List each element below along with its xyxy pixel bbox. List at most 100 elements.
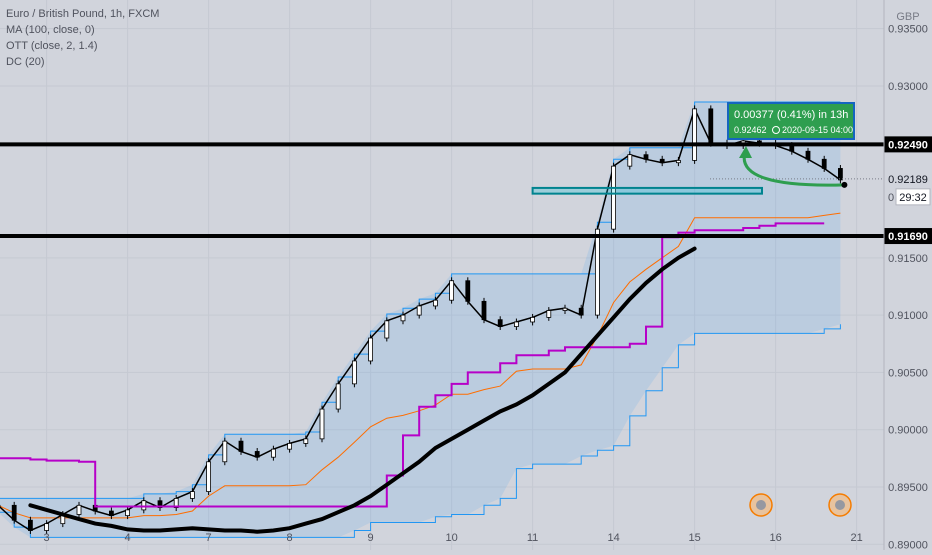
clock-icon [772, 126, 780, 134]
candle-body-7 [109, 510, 114, 517]
projection-arrowhead [739, 146, 752, 158]
candle-body-35 [562, 307, 568, 311]
candle-body-44 [708, 108, 714, 144]
partial-price-label: 0 [888, 192, 894, 204]
projection-box[interactable] [727, 102, 855, 140]
level-support-tag[interactable] [884, 228, 932, 245]
x-tick-8: 8 [287, 532, 293, 544]
candle-body-2 [27, 519, 33, 531]
price-axis-currency: GBP [896, 11, 919, 23]
level-resistance-tag[interactable] [884, 136, 932, 153]
candle-body-27 [432, 299, 438, 307]
y-tick-0.89500: 0.89500 [888, 482, 928, 494]
y-tick-0.90500: 0.90500 [888, 367, 928, 379]
candle-body-50 [805, 150, 811, 160]
x-tick-16: 16 [769, 532, 781, 544]
indicator-ott[interactable]: OTT (close, 2, 1.4) [6, 40, 98, 52]
candle-body-41 [659, 158, 665, 164]
y-tick-0.89000: 0.89000 [888, 539, 928, 550]
candle-body-12 [189, 491, 195, 499]
ott-line [0, 222, 825, 508]
projection-line3: 2020-09-15 04:00 [782, 125, 853, 135]
y-tick-0.90000: 0.90000 [888, 425, 928, 437]
projection-line1: 0.00377 (0.41%) in 13h [734, 109, 848, 121]
candle-body-42 [676, 160, 681, 164]
candle-body-40 [643, 154, 649, 160]
current-price-label: 0.92189 [888, 174, 928, 186]
candle-body-3 [44, 523, 49, 531]
candle-body-31 [497, 319, 503, 327]
level-resistance-label: 0.92490 [888, 139, 928, 151]
indicator-dc[interactable]: DC (20) [6, 56, 45, 68]
indicator-lines [0, 222, 825, 534]
x-tick-21: 21 [850, 532, 862, 544]
indicator-ma[interactable]: MA (100, close, 0) [6, 24, 95, 36]
projection-tool[interactable]: 0.00377 (0.41%) in 13h 0.92462 2020-09-15 … [727, 102, 855, 188]
projection-arrow[interactable] [742, 151, 845, 187]
candle-body-24 [384, 320, 390, 339]
y-tick-0.93000: 0.93000 [888, 81, 928, 93]
event-flag-inner-icon [835, 500, 845, 510]
candle-body-14 [222, 440, 228, 463]
projection-line2: 0.92462 [734, 125, 767, 135]
x-tick-7: 7 [206, 532, 212, 544]
candle-body-19 [303, 438, 309, 444]
level-support-label: 0.91690 [888, 231, 928, 243]
event-flag-inner-icon [756, 500, 766, 510]
donchian-upper [0, 101, 841, 499]
candle-body-38 [611, 165, 616, 230]
event-markers[interactable] [749, 493, 852, 517]
x-tick-11: 11 [527, 532, 538, 544]
candle-body-20 [319, 408, 325, 440]
candle-body-51 [821, 158, 827, 169]
symbol-title[interactable]: Euro / British Pound, 1h, FXCM [6, 8, 160, 20]
grid-lines [0, 0, 884, 550]
candle-body-15 [238, 440, 244, 452]
candle-body-9 [141, 500, 147, 511]
candle-body-21 [335, 383, 341, 410]
x-tick-9: 9 [368, 532, 374, 544]
candle-body-33 [530, 316, 535, 323]
candle-body-13 [206, 461, 212, 492]
ma-100-line [28, 246, 697, 534]
candle-body-28 [449, 280, 455, 301]
candle-body-23 [368, 337, 374, 362]
candle-body-43 [692, 108, 697, 161]
chart-legend: Euro / British Pound, 1h, FXCM MA (100, … [6, 6, 159, 70]
candle-body-22 [351, 360, 357, 385]
candle-body-11 [173, 498, 179, 509]
candle-body-37 [595, 228, 600, 316]
candle-body-29 [465, 280, 471, 302]
candle-body-25 [400, 314, 406, 322]
candle-body-49 [789, 145, 795, 152]
x-tick-10: 10 [445, 532, 457, 544]
candle-body-36 [578, 307, 584, 316]
horizontal-levels[interactable]: 0.92490 0.91690 [0, 136, 932, 245]
projection-start-point [841, 181, 848, 188]
y-tick-0.91500: 0.91500 [888, 253, 928, 265]
candle-body-39 [627, 154, 633, 167]
candle-body-5 [76, 504, 82, 515]
candle-body-16 [254, 451, 260, 458]
candle-body-30 [481, 300, 487, 321]
candle-body-17 [270, 448, 276, 458]
x-tick-4: 4 [125, 532, 131, 544]
x-tick-3: 3 [44, 532, 50, 544]
x-tick-15: 15 [688, 532, 700, 544]
countdown-label: 29:32 [899, 192, 927, 204]
candle-body-34 [546, 310, 552, 318]
candle-body-1 [11, 504, 17, 521]
candle-body-8 [125, 509, 130, 517]
donchian-lower [0, 324, 841, 538]
y-tick-0.91000: 0.91000 [888, 310, 928, 322]
y-tick-0.93500: 0.93500 [888, 24, 928, 36]
price-series [0, 105, 843, 534]
candle-body-26 [416, 305, 422, 316]
x-tick-14: 14 [607, 532, 619, 544]
support-zone[interactable] [531, 186, 763, 195]
countdown-box [895, 188, 931, 206]
candle-body-32 [514, 321, 519, 327]
